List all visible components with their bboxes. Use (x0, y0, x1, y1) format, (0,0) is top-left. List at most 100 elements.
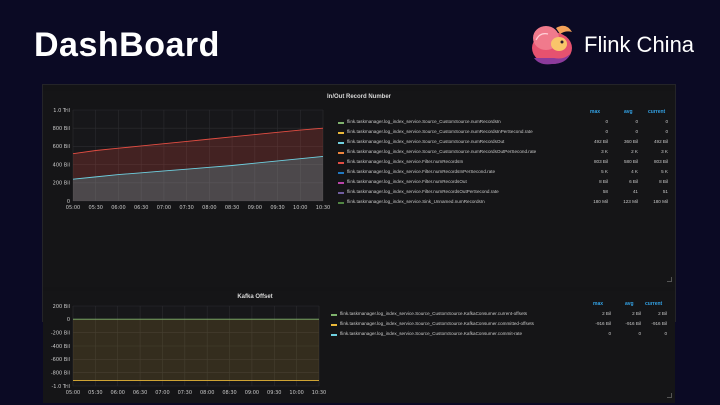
legend-header-max[interactable]: max (593, 301, 604, 307)
kafka-offset-panel: Kafka Offset 200 Bil 0 -200 Bil -400 Bil -60… (43, 291, 675, 403)
x-tick-label: 10:30 (312, 390, 326, 396)
legend-swatch (338, 172, 344, 174)
legend-swatch (331, 334, 337, 336)
kafka-offset-legend: max avg current flink.taskmanager.log_in… (331, 297, 671, 357)
legend-avg-value: -916 Bil (625, 321, 641, 326)
y-tick-label: 0 (67, 317, 70, 323)
legend-swatch (338, 202, 344, 204)
x-tick-label: 09:00 (245, 390, 259, 396)
resize-handle[interactable] (667, 393, 672, 398)
legend-series-name: flink.taskmanager.log_index_service.Filt… (347, 189, 499, 194)
legend-header-avg[interactable]: avg (625, 301, 634, 307)
x-tick-label: 10:00 (293, 205, 307, 211)
legend-series-name: flink.taskmanager.log_index_service.Sour… (340, 321, 534, 326)
legend-series-name: flink.taskmanager.log_index_service.Sour… (340, 331, 523, 336)
dashboard-panel-container: In/Out Record Number 1.0 Tril 800 Bil 600 … (42, 84, 676, 403)
legend-item[interactable]: flink.taskmanager.log_index_service.Sour… (331, 331, 671, 340)
x-tick-label: 10:30 (316, 205, 330, 211)
legend-avg-value: 580 Bil (623, 159, 638, 164)
x-tick-label: 10:00 (289, 390, 303, 396)
legend-max-value: 803 Bil (593, 159, 608, 164)
panel-title[interactable]: Kafka Offset (237, 294, 273, 300)
legend-swatch (338, 192, 344, 194)
x-tick-label: 05:30 (89, 205, 103, 211)
legend-swatch (338, 162, 344, 164)
legend-item[interactable]: flink.taskmanager.log_index_service.Filt… (338, 169, 668, 178)
legend-max-value: 0 (605, 119, 608, 124)
series-line (72, 127, 324, 155)
x-tick-label: 07:00 (155, 390, 169, 396)
legend-avg-value: 41 (632, 189, 638, 194)
legend-avg-value: 2 Bil (632, 311, 641, 316)
legend-current-value: 0 (664, 331, 667, 336)
legend-max-value: 8 Bil (599, 179, 608, 184)
series-area (73, 156, 323, 201)
legend-max-value: 0 (605, 129, 608, 134)
legend-max-value: 2 Bil (602, 311, 611, 316)
legend-swatch (331, 324, 337, 326)
legend-swatch (338, 182, 344, 184)
legend-header-current[interactable]: current (645, 301, 663, 307)
x-tick-label: 08:30 (222, 390, 236, 396)
brand: Flink China (526, 18, 716, 74)
flink-squirrel-logo (532, 25, 572, 65)
legend-item[interactable]: flink.taskmanager.log_index_service.Filt… (338, 189, 668, 198)
legend-header-avg[interactable]: avg (624, 109, 633, 115)
legend-current-value: 51 (662, 189, 668, 194)
x-tick-label: 09:30 (267, 390, 281, 396)
legend-item[interactable]: flink.taskmanager.log_index_service.Filt… (338, 159, 668, 168)
legend-max-value: -916 Bil (595, 321, 611, 326)
legend-avg-value: 2 K (631, 149, 638, 154)
legend-avg-value: 123 Mil (623, 199, 638, 204)
legend-item[interactable]: flink.taskmanager.log_index_service.Sour… (331, 321, 671, 330)
legend-item[interactable]: flink.taskmanager.log_index_service.Filt… (338, 179, 668, 188)
legend-series-name: flink.taskmanager.log_index_service.Filt… (347, 159, 464, 164)
series-line (72, 155, 324, 180)
plot-area (73, 110, 323, 201)
slide-title: DashBoard (34, 26, 220, 64)
legend-max-value: 180 Mil (593, 199, 608, 204)
x-tick-label: 09:30 (270, 205, 284, 211)
x-tick-label: 07:00 (157, 205, 171, 211)
x-tick-label: 09:00 (248, 205, 262, 211)
legend-swatch (338, 132, 344, 134)
legend-current-value: 0 (665, 129, 668, 134)
legend-header-max[interactable]: max (590, 109, 601, 115)
legend-item[interactable]: flink.taskmanager.log_index_service.Sour… (338, 149, 668, 158)
legend-current-value: 0 (665, 119, 668, 124)
legend-header-current[interactable]: current (648, 109, 666, 115)
resize-handle[interactable] (667, 277, 672, 282)
legend-item[interactable]: flink.taskmanager.log_index_service.Sour… (338, 129, 668, 138)
y-tick-label: 400 Bil (53, 162, 70, 168)
series-area (73, 128, 323, 201)
x-tick-label: 06:00 (111, 390, 125, 396)
legend-series-name: flink.taskmanager.log_index_service.Sour… (347, 149, 537, 154)
legend-series-name: flink.taskmanager.log_index_service.Filt… (347, 169, 496, 174)
legend-max-value: 0 (608, 331, 611, 336)
panel-title[interactable]: In/Out Record Number (326, 94, 391, 100)
legend-max-value: 492 Bil (593, 139, 608, 144)
x-tick-label: 08:30 (225, 205, 239, 211)
legend-current-value: 3 K (661, 149, 668, 154)
x-tick-label: 08:00 (202, 205, 216, 211)
x-tick-label: 05:30 (88, 390, 102, 396)
legend-swatch (338, 142, 344, 144)
legend-current-value: 5 K (661, 169, 668, 174)
series-area (73, 319, 319, 381)
legend-item[interactable]: flink.taskmanager.log_index_service.Sour… (338, 139, 668, 148)
legend-series-name: flink.taskmanager.log_index_service.Sour… (340, 311, 528, 316)
legend-item[interactable]: flink.taskmanager.log_index_service.Sour… (338, 119, 668, 128)
legend-current-value: 492 Bil (653, 139, 668, 144)
y-tick-label: -1.0 Tril (52, 384, 71, 390)
y-tick-label: 0 (67, 199, 70, 205)
y-tick-label: 600 Bil (53, 144, 70, 150)
legend-item[interactable]: flink.taskmanager.log_index_service.Sour… (331, 311, 671, 320)
legend-item[interactable]: flink.taskmanager.log_index_service.Sink… (338, 199, 668, 208)
x-tick-label: 06:30 (134, 205, 148, 211)
x-tick-label: 06:30 (133, 390, 147, 396)
legend-swatch (338, 152, 344, 154)
x-tick-label: 08:00 (200, 390, 214, 396)
legend-avg-value: 0 (635, 129, 638, 134)
legend-current-value: 8 Bil (659, 179, 668, 184)
